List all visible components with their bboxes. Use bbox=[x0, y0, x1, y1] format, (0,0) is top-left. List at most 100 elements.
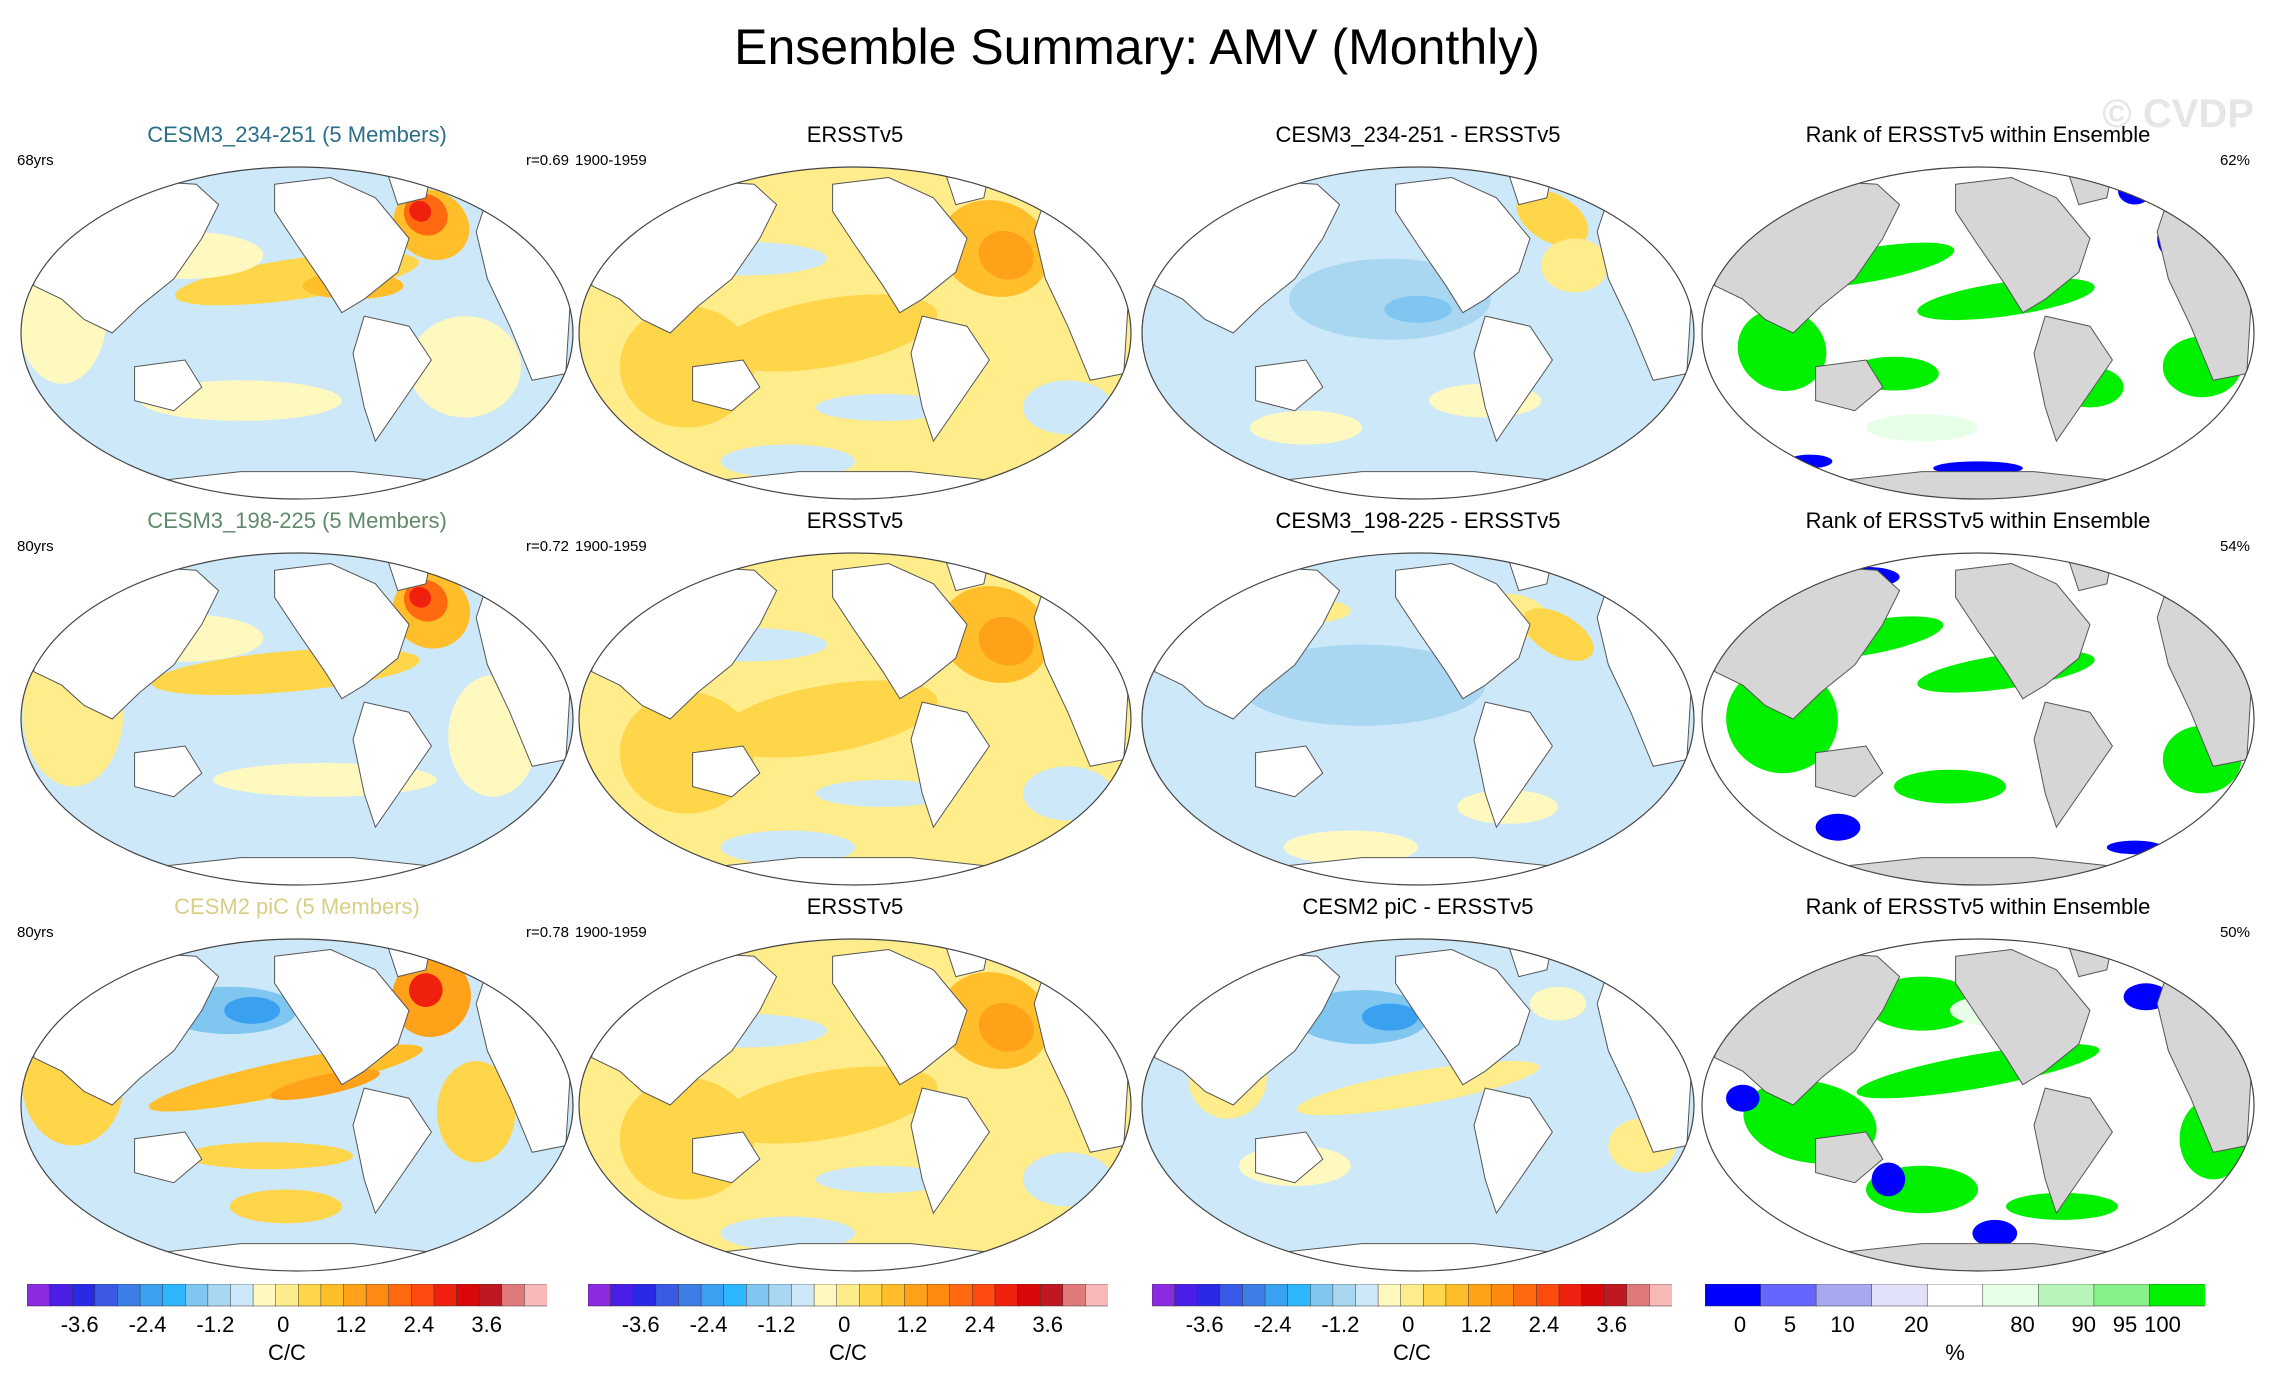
world-map bbox=[578, 938, 1132, 1272]
colorbar-swatch bbox=[1815, 1284, 1873, 1307]
panel-right-label: r=0.69 bbox=[526, 152, 569, 169]
colorbar-tick-label: 0 bbox=[277, 1312, 290, 1337]
continent-northamerica bbox=[832, 562, 968, 700]
panel-title: CESM3_234-251 - ERSSTv5 bbox=[1275, 122, 1561, 147]
colorbar-swatch bbox=[1152, 1284, 1176, 1307]
colorbar-swatch bbox=[904, 1284, 928, 1307]
colorbar-anomaly-2: -3.6 -2.4 -1.2 0 1.2 2.4 3.6 C/C bbox=[588, 1284, 1108, 1365]
colorbar-tick-label: 3.6 bbox=[1596, 1312, 1627, 1337]
colorbar-swatch bbox=[1219, 1284, 1244, 1307]
colorbar-strip bbox=[27, 1284, 547, 1307]
colorbar-swatch bbox=[1760, 1284, 1817, 1307]
panel-rank-row2: Rank of ERSSTv5 within Ensemble 54% bbox=[1698, 508, 2258, 928]
colorbar-tick-label: 20 bbox=[1904, 1312, 1929, 1337]
colorbar-tick-label: 2.4 bbox=[964, 1312, 996, 1337]
continent-australia bbox=[1255, 359, 1324, 412]
colorbar-swatch bbox=[117, 1284, 141, 1307]
continent-southamerica bbox=[910, 1087, 991, 1215]
colorbar-anomaly-3: -3.6 -2.4 -1.2 0 1.2 2.4 3.6 C/C bbox=[1152, 1284, 1672, 1365]
colorbar-tick-label: 1.2 bbox=[896, 1312, 928, 1337]
colorbar-swatch bbox=[1242, 1284, 1266, 1307]
colorbar-swatch bbox=[343, 1284, 367, 1307]
panel-title: Rank of ERSSTv5 within Ensemble bbox=[1805, 122, 2151, 147]
panel-title: CESM3_198-225 (5 Members) bbox=[147, 508, 447, 533]
colorbar-tick-label: 2.4 bbox=[1528, 1312, 1560, 1337]
panel-title: ERSSTv5 bbox=[806, 508, 904, 533]
world-map bbox=[1701, 166, 2255, 500]
colorbar-swatch bbox=[1264, 1284, 1289, 1307]
continent-australia bbox=[1255, 1131, 1324, 1184]
colorbar-swatch bbox=[2038, 1284, 2095, 1307]
colorbar-tick-label: -2.4 bbox=[128, 1312, 167, 1337]
continent-southamerica bbox=[2033, 1087, 2114, 1215]
figure-title: Ensemble Summary: AMV (Monthly) bbox=[734, 19, 1540, 75]
continent-northamerica bbox=[1395, 176, 1531, 314]
continent-southamerica bbox=[352, 1087, 433, 1215]
colorbar-swatch bbox=[1085, 1284, 1108, 1307]
colorbar-swatch bbox=[813, 1284, 838, 1307]
colorbar-swatch bbox=[1513, 1284, 1538, 1307]
world-map bbox=[1701, 938, 2255, 1272]
colorbar-strip bbox=[1152, 1284, 1672, 1307]
colorbar-swatch bbox=[1423, 1284, 1447, 1307]
colorbar-rank-4: 0 5 10 20 80 90 95 100 % bbox=[1705, 1284, 2205, 1365]
continent-northamerica bbox=[1955, 562, 2091, 700]
panel-rank-row1: Rank of ERSSTv5 within Ensemble 62% bbox=[1698, 122, 2258, 542]
colorbar-swatch bbox=[588, 1284, 612, 1307]
colorbar-swatch bbox=[1468, 1284, 1492, 1307]
colorbar-swatch bbox=[1581, 1284, 1605, 1307]
panel-obs-row2: ERSSTv5 1900-1959 bbox=[575, 508, 1135, 928]
continent-northamerica bbox=[1955, 176, 2091, 314]
colorbar-swatch bbox=[49, 1284, 73, 1307]
colorbar-swatch bbox=[1377, 1284, 1402, 1307]
colorbar-swatch bbox=[949, 1284, 974, 1307]
panel-left-label: 80yrs bbox=[17, 924, 54, 941]
continent-australia bbox=[134, 359, 203, 412]
colorbar-swatch bbox=[746, 1284, 770, 1307]
colorbar-swatch bbox=[1871, 1284, 1928, 1307]
continent-southamerica bbox=[910, 315, 991, 443]
continent-southamerica bbox=[2033, 701, 2114, 829]
world-map bbox=[1701, 552, 2255, 886]
continent-northamerica bbox=[832, 948, 968, 1086]
panel-right-label: 62% bbox=[2219, 152, 2250, 169]
panel-right-label: r=0.72 bbox=[526, 538, 569, 555]
panel-title: ERSSTv5 bbox=[806, 894, 904, 919]
continent-northamerica bbox=[1395, 948, 1531, 1086]
continent-australia bbox=[692, 1131, 761, 1184]
colorbar-swatch bbox=[1017, 1284, 1041, 1307]
world-map bbox=[1141, 938, 1695, 1272]
colorbar-swatch bbox=[252, 1284, 277, 1307]
colorbar-swatch bbox=[881, 1284, 906, 1307]
continent-northamerica bbox=[1955, 948, 2091, 1086]
colorbar-swatch bbox=[1196, 1284, 1221, 1307]
colorbar-tick-label: -3.6 bbox=[621, 1312, 660, 1337]
continent-australia bbox=[1815, 1131, 1884, 1184]
continent-northamerica bbox=[274, 176, 410, 314]
colorbar-swatch bbox=[275, 1284, 300, 1307]
panel-title: CESM3_234-251 (5 Members) bbox=[147, 122, 447, 147]
continent-australia bbox=[1255, 745, 1324, 798]
colorbar-strip bbox=[1705, 1284, 2205, 1307]
colorbar-unit: C/C bbox=[829, 1340, 867, 1365]
colorbar-tick-label: -3.6 bbox=[60, 1312, 99, 1337]
colorbar-swatch bbox=[1310, 1284, 1334, 1307]
colorbar-swatch bbox=[478, 1284, 503, 1307]
colorbar-swatch bbox=[1926, 1284, 1984, 1307]
colorbar-strip bbox=[588, 1284, 1108, 1307]
colorbar-tick-label: 5 bbox=[1783, 1312, 1797, 1337]
panel-title: CESM3_198-225 - ERSSTv5 bbox=[1275, 508, 1561, 533]
colorbar-swatch bbox=[1332, 1284, 1357, 1307]
panel-model-row3: CESM2 piC (5 Members) 80yrs r=0.78 bbox=[17, 894, 577, 1314]
continent-southamerica bbox=[2033, 315, 2114, 443]
panel-right-label: 54% bbox=[2219, 538, 2250, 555]
world-map bbox=[20, 166, 574, 500]
continent-southamerica bbox=[1473, 1087, 1554, 1215]
continent-southamerica bbox=[1473, 701, 1554, 829]
colorbar-swatch bbox=[655, 1284, 680, 1307]
colorbar-swatch bbox=[791, 1284, 815, 1307]
panel-diff-row1: CESM3_234-251 - ERSSTv5 bbox=[1138, 122, 1698, 542]
colorbar-swatch bbox=[836, 1284, 861, 1307]
continent-australia bbox=[1815, 745, 1884, 798]
colorbar-tick-label: 3.6 bbox=[471, 1312, 502, 1337]
